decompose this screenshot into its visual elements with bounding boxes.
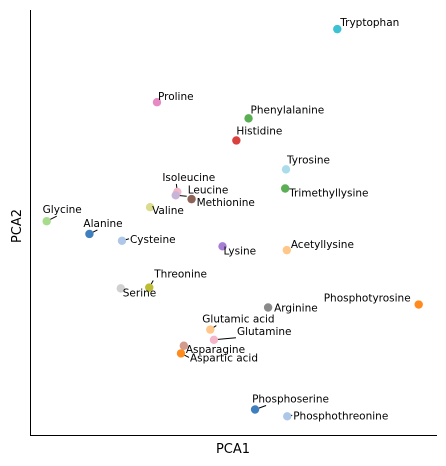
label-phosphotyrosine: Phosphotyrosine (324, 293, 411, 305)
point-proline (152, 98, 162, 107)
point-alanine (85, 229, 94, 239)
label-cysteine: Cysteine (130, 234, 176, 246)
label-histidine: Histidine (236, 125, 282, 137)
label-serine: Serine (123, 287, 156, 299)
point-lysine (218, 242, 227, 251)
y-axis-label: PCA2 (10, 209, 25, 243)
point-leucine (171, 191, 180, 200)
point-threonine (145, 283, 154, 292)
point-valine (145, 203, 155, 212)
label-phosphothreonine: Phosphothreonine (293, 410, 388, 422)
x-axis-label: PCA1 (216, 442, 250, 457)
label-trimethyllysine: Trimethyllysine (288, 188, 368, 200)
label-phosphoserine: Phosphoserine (252, 394, 329, 406)
label-methionine: Methionine (197, 197, 255, 209)
label-tryptophan: Tryptophan (339, 17, 399, 29)
point-glycine (42, 217, 51, 226)
point-asparagine (179, 341, 189, 350)
point-tryptophan (333, 24, 342, 34)
label-glutamic-acid: Glutamic acid (202, 314, 274, 326)
point-trimethyllysine (280, 184, 290, 193)
label-lysine: Lysine (224, 245, 257, 257)
point-cysteine (117, 236, 127, 245)
point-acetyllysine (282, 245, 292, 255)
label-glutamine: Glutamine (237, 326, 292, 338)
label-proline: Proline (158, 91, 194, 103)
label-valine: Valine (152, 205, 184, 217)
point-serine (116, 284, 125, 293)
point-methionine (187, 194, 196, 204)
point-phosphothreonine (283, 412, 292, 421)
label-arginine: Arginine (274, 303, 318, 315)
label-leucine: Leucine (188, 184, 229, 196)
point-glutamine (209, 335, 219, 344)
data-points: Tryptophan Proline Phenylalanine Histidine T… (42, 17, 423, 422)
point-aspartic-acid (176, 349, 186, 358)
point-glutamic-acid (206, 325, 215, 334)
point-phosphoserine (250, 405, 260, 414)
label-phenylalanine: Phenylalanine (251, 104, 325, 116)
label-aspartic-acid: Aspartic acid (190, 352, 258, 364)
label-glycine: Glycine (43, 204, 82, 216)
label-asparagine: Asparagine (186, 344, 245, 356)
point-arginine (263, 303, 273, 312)
label-threonine: Threonine (153, 269, 207, 281)
point-histidine (232, 136, 241, 145)
point-phosphotyrosine (414, 300, 423, 309)
label-isoleucine: Isoleucine (162, 172, 215, 184)
point-tyrosine (281, 165, 291, 174)
label-alanine: Alanine (83, 218, 122, 230)
label-acetyllysine: Acetyllysine (291, 239, 354, 251)
label-tyrosine: Tyrosine (286, 154, 330, 166)
point-phenylalanine (244, 114, 253, 123)
